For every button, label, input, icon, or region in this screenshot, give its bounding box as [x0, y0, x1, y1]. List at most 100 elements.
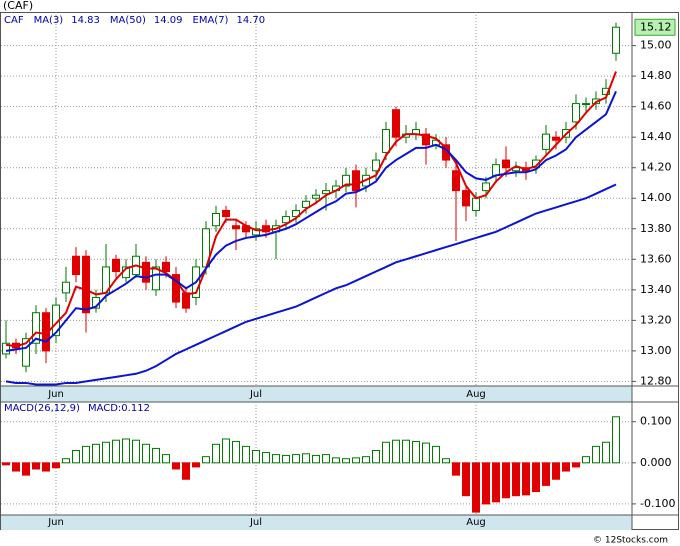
candle-body	[552, 136, 560, 141]
x-tick-label: Jun	[47, 389, 64, 400]
candle-body	[302, 200, 310, 208]
legend-value: 14.83	[71, 15, 100, 26]
macd-bar	[202, 456, 210, 464]
macd-bar	[432, 445, 440, 464]
legend-symbol: CAF	[4, 15, 24, 26]
candle-body	[502, 159, 510, 169]
candle-body	[22, 338, 30, 367]
date-band	[1, 515, 632, 530]
macd-bar	[12, 462, 20, 472]
macd-bar	[72, 449, 80, 464]
y-tick-label: 14.60	[640, 100, 672, 113]
macd-bar	[302, 453, 310, 464]
macd-bar	[492, 462, 500, 503]
macd-bar	[32, 462, 40, 470]
macd-bar	[232, 440, 240, 464]
macd-bar	[422, 442, 430, 464]
price-box	[634, 18, 676, 36]
candle-body	[82, 255, 90, 314]
x-tick-label: Aug	[466, 389, 486, 400]
candle-body	[602, 87, 610, 95]
macd-bar	[42, 462, 50, 472]
candle-body	[382, 129, 390, 153]
macd-bar	[512, 462, 520, 497]
y-tick-label: 13.40	[640, 283, 672, 296]
candle-body	[422, 133, 430, 146]
macd-bar	[22, 462, 30, 476]
macd-bar	[592, 445, 600, 464]
macd-bar	[222, 438, 230, 464]
y-tick-label: 15.00	[640, 39, 672, 52]
macd-bar	[142, 443, 150, 464]
macd-bar	[92, 443, 100, 464]
candle-body	[112, 258, 120, 273]
macd-bar	[292, 454, 300, 464]
macd-bar	[102, 441, 110, 464]
macd-bar	[152, 447, 160, 464]
macd-bar	[122, 438, 130, 464]
macd-bar	[252, 449, 260, 464]
panel-title: MACD(26,12,9)	[4, 403, 80, 414]
macd-bar	[262, 452, 270, 464]
y-tick-label: 0.100	[640, 415, 672, 428]
legend-name: EMA(7)	[193, 15, 229, 26]
macd-bar	[482, 462, 490, 505]
candle-body	[292, 209, 300, 218]
candle-body	[312, 194, 320, 199]
macd-bar	[372, 449, 380, 464]
y-tick-label: 13.20	[640, 313, 672, 326]
y-tick-label: 14.20	[640, 161, 672, 174]
macd-bar	[312, 454, 320, 464]
macd-bar	[62, 458, 70, 464]
candle-body	[542, 133, 550, 150]
candle-body	[32, 312, 40, 344]
macd-bar	[242, 445, 250, 464]
candle-body	[212, 213, 220, 227]
candle-body	[252, 228, 260, 236]
legend-name: MA(50)	[110, 15, 146, 26]
candle-body	[482, 182, 490, 192]
candle-body	[572, 103, 580, 123]
y-tick-label: 0.000	[640, 456, 672, 469]
macd-bar	[362, 456, 370, 464]
candle-body	[322, 190, 330, 195]
ma-line	[5, 183, 617, 386]
macd-bar	[342, 458, 350, 464]
macd-bar	[112, 439, 120, 464]
y-tick-label: 14.00	[640, 191, 672, 204]
macd-bar	[612, 416, 620, 464]
macd-bar	[452, 462, 460, 476]
candle-body	[222, 209, 230, 218]
candle-body	[492, 164, 500, 176]
ma-line	[5, 90, 617, 352]
y-tick-label: 14.80	[640, 69, 672, 82]
macd-bar	[602, 441, 610, 464]
macd-bar	[462, 462, 470, 497]
y-tick-label: 14.40	[640, 130, 672, 143]
macd-bar	[522, 462, 530, 496]
macd-bar	[532, 462, 540, 493]
macd-bar	[392, 439, 400, 464]
candle-body	[372, 159, 380, 172]
y-tick-label: 13.60	[640, 252, 672, 265]
candle-body	[172, 274, 180, 303]
macd-bar	[502, 462, 510, 499]
macd-bar	[2, 462, 10, 466]
price-label: 15.12	[640, 20, 672, 33]
chart-title: (CAF)	[3, 0, 33, 12]
candle-body	[62, 281, 70, 294]
ma-line	[5, 71, 617, 348]
candle-body	[462, 190, 470, 207]
candle-body	[612, 26, 620, 54]
date-band	[1, 386, 632, 402]
macd-bar	[572, 462, 580, 468]
candle-body	[72, 255, 80, 276]
candle-body	[472, 197, 480, 211]
x-tick-label: Aug	[466, 517, 486, 528]
x-tick-label: Jul	[249, 517, 262, 528]
macd-bar	[162, 454, 170, 464]
macd-bar	[412, 440, 420, 464]
candle-body	[352, 170, 360, 192]
candle-body	[452, 170, 460, 192]
